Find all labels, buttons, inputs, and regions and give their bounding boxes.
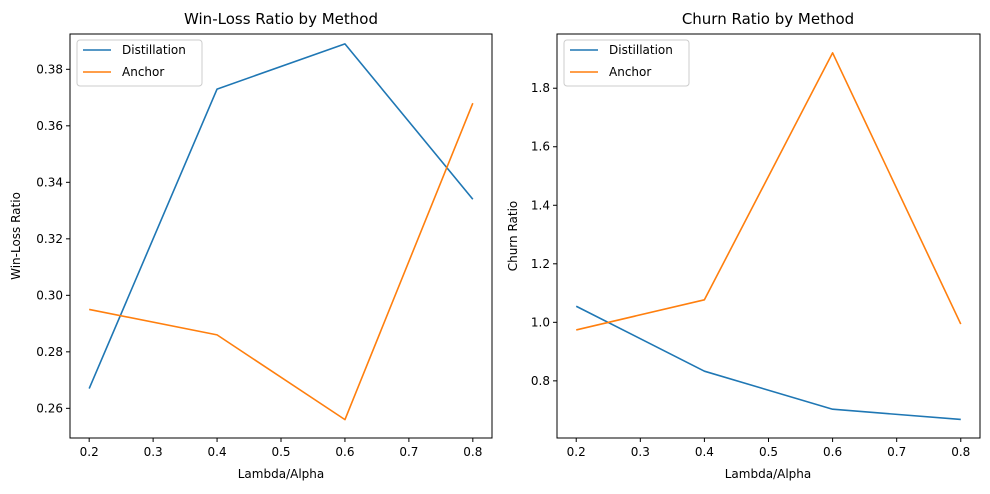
- x-tick-label: 0.3: [631, 445, 650, 459]
- y-tick-label: 1.0: [531, 315, 550, 329]
- x-axis-label: Lambda/Alpha: [725, 467, 811, 481]
- y-tick-label: 0.26: [36, 401, 63, 415]
- legend: Distillation Anchor: [563, 39, 690, 87]
- series-line-distillation: [88, 43, 474, 389]
- x-tick-label: 0.5: [271, 445, 290, 459]
- x-tick-label: 0.6: [335, 445, 354, 459]
- y-axis-label: Win-Loss Ratio: [9, 192, 23, 280]
- chart-title: Churn Ratio by Method: [682, 10, 854, 28]
- ticks: 0.2 0.3 0.4 0.5 0.6 0.7 0.8 0.8 1.0 1.2 1.4 1.6 1.8: [531, 81, 970, 459]
- x-tick-label: 0.7: [887, 445, 906, 459]
- chart-churn: Churn Ratio by Method Lambda/Alpha Churn…: [506, 10, 981, 481]
- x-tick-label: 0.5: [759, 445, 778, 459]
- legend-box: [563, 39, 690, 87]
- chart-title: Win-Loss Ratio by Method: [184, 10, 378, 28]
- series-line-anchor: [89, 102, 474, 421]
- y-tick-label: 1.4: [531, 198, 550, 212]
- y-tick-label: 0.8: [531, 374, 550, 388]
- x-tick-label: 0.8: [463, 445, 482, 459]
- legend-label-anchor: Anchor: [609, 65, 651, 79]
- legend-label-distillation: Distillation: [122, 43, 186, 57]
- legend: Distillation Anchor: [76, 39, 203, 87]
- y-tick-label: 0.28: [36, 345, 63, 359]
- y-tick-label: 0.32: [36, 232, 63, 246]
- x-tick-label: 0.8: [951, 445, 970, 459]
- plot-frame: [556, 33, 981, 439]
- legend-box: [76, 39, 203, 87]
- y-axis-label: Churn Ratio: [506, 201, 520, 272]
- x-tick-label: 0.2: [80, 445, 99, 459]
- plot-frame: [69, 33, 493, 439]
- legend-label-anchor: Anchor: [122, 65, 164, 79]
- x-tick-label: 0.6: [823, 445, 842, 459]
- y-tick-label: 0.38: [36, 62, 63, 76]
- series-line-anchor: [576, 52, 962, 331]
- series-lines: [575, 52, 962, 421]
- y-tick-label: 0.36: [36, 119, 63, 133]
- x-tick-label: 0.2: [567, 445, 586, 459]
- series-line-distillation: [575, 305, 961, 421]
- chart-win-loss: Win-Loss Ratio by Method Lambda/Alpha Wi…: [9, 10, 493, 481]
- ticks: 0.2 0.3 0.4 0.5 0.6 0.7 0.8 0.26 0.28 0.30 0.32 0.3…: [36, 62, 482, 459]
- series-lines: [88, 43, 474, 421]
- legend-label-distillation: Distillation: [609, 43, 673, 57]
- x-tick-label: 0.3: [144, 445, 163, 459]
- x-axis-label: Lambda/Alpha: [238, 467, 324, 481]
- y-tick-label: 1.8: [531, 81, 550, 95]
- y-tick-label: 0.30: [36, 288, 63, 302]
- y-tick-label: 1.2: [531, 257, 550, 271]
- y-tick-label: 1.6: [531, 140, 550, 154]
- x-tick-label: 0.4: [695, 445, 714, 459]
- x-tick-label: 0.7: [399, 445, 418, 459]
- y-tick-label: 0.34: [36, 175, 63, 189]
- x-tick-label: 0.4: [208, 445, 227, 459]
